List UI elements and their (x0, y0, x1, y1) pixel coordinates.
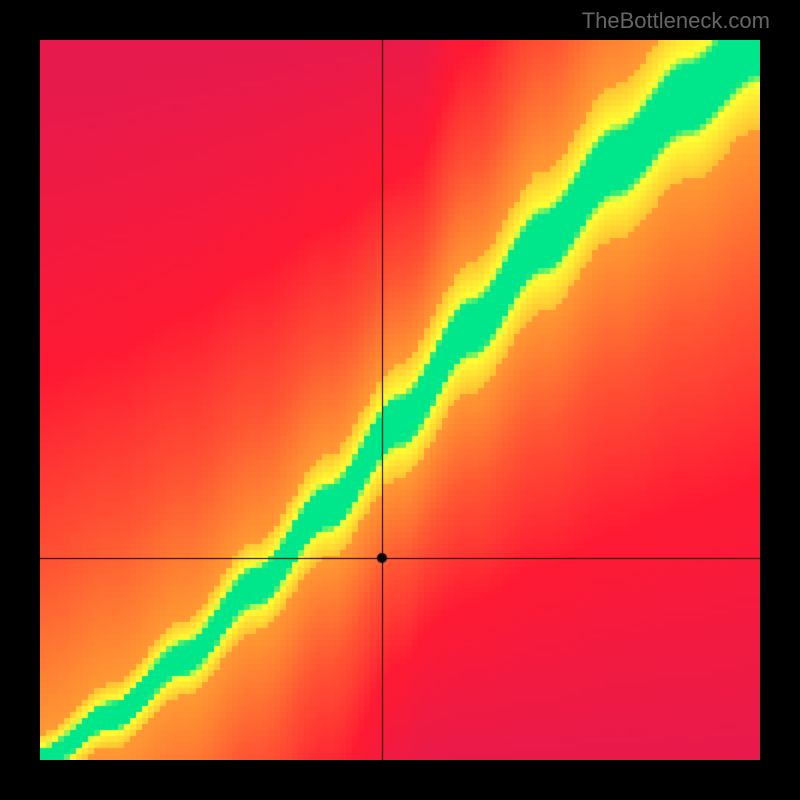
watermark-text: TheBottleneck.com (582, 8, 770, 34)
bottleneck-heatmap (40, 40, 760, 760)
heatmap-canvas (40, 40, 760, 760)
